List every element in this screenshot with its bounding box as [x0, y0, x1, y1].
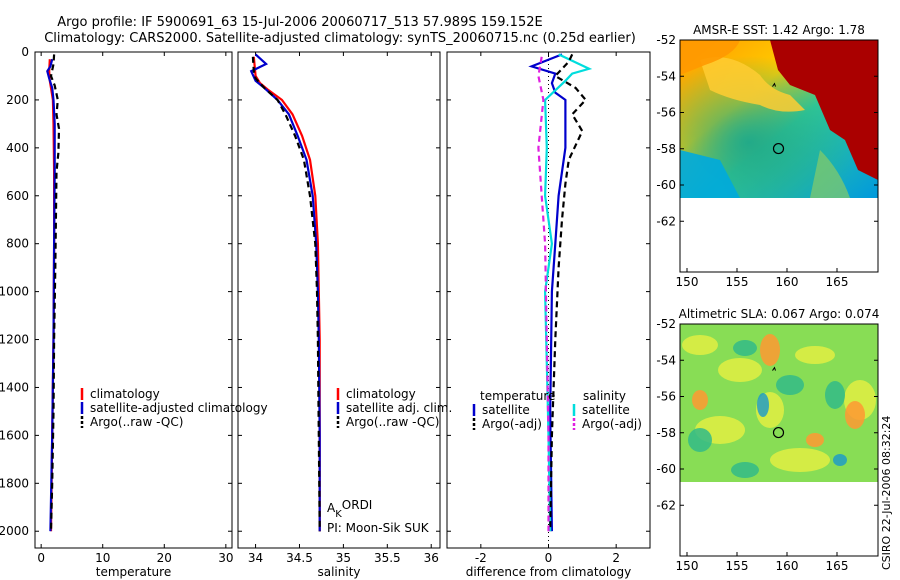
- depth-tick-label: 1200: [0, 333, 29, 347]
- depth-tick-label: 400: [6, 141, 29, 155]
- depth-tick-label: 0: [21, 45, 29, 59]
- diff-xtick-label: -2: [475, 551, 487, 565]
- sal-axes-frame: [237, 51, 441, 549]
- diff-xlabel: difference from climatology: [466, 565, 632, 579]
- pi-annotation: PI: Moon-Sik SUK: [327, 521, 430, 535]
- sst-ytick-label: -62: [656, 214, 676, 228]
- sst-map-title: AMSR-E SST: 1.42 Argo: 1.78: [693, 23, 865, 37]
- depth-tick-label: 1600: [0, 428, 29, 442]
- diff-xtick-label: 0: [545, 551, 553, 565]
- diff-legend-temp-label: satellite: [482, 403, 530, 417]
- sla-xtick-label: 165: [826, 559, 849, 573]
- depth-tick-label: 1000: [0, 285, 29, 299]
- diff-legend-sal-label: Argo(-adj): [582, 417, 642, 431]
- sal-series-satellite-adj-clim-: [249, 53, 321, 532]
- kordi-annotation-a: A: [327, 501, 336, 515]
- sal-legend-label: Argo(..raw -QC): [346, 415, 439, 429]
- depth-tick-label: 1400: [0, 380, 29, 394]
- sst-xtick-label: 165: [826, 275, 849, 289]
- sst-ytick-label: -52: [656, 33, 676, 47]
- sst-ytick-label: -58: [656, 142, 676, 156]
- sla-map-panel: Altimetric SLA: 0.067 Argo: 0.074-52 -54 -…: [656, 307, 879, 573]
- sst-float-position-marker: [772, 142, 785, 155]
- footer-timestamp: CSIRO 22-Jul-2006 08:32:24: [880, 416, 893, 570]
- sal-xtick-label: 34.5: [286, 551, 313, 565]
- sal-xtick-label: 35.5: [374, 551, 401, 565]
- sst-track-tick: [772, 82, 776, 87]
- kordi-annotation: AKORDI: [327, 498, 372, 520]
- diff-legend-sal-title: salinity: [583, 389, 626, 403]
- diff-series-salinity-argo-adj-: [537, 56, 550, 532]
- sal-xtick-label: 34: [248, 551, 263, 565]
- temp-xtick-label: 0: [37, 551, 45, 565]
- temp-xtick-label: 10: [95, 551, 110, 565]
- kordi-annotation-k: K: [335, 509, 342, 520]
- figure-title-line2: Climatology: CARS2000. Satellite-adjuste…: [44, 31, 636, 46]
- sal-series-argo-raw-qc-: [251, 56, 321, 532]
- temp-legend-label: satellite-adjusted climatology: [90, 401, 268, 415]
- diff-legend-temp-title: temperature: [480, 389, 555, 403]
- temperature-profile-panel: 0 10 20 30 0 200 400 600 800 1000 1200 1400 1600 1800…: [0, 45, 268, 579]
- sla-xtick-label: 150: [676, 559, 699, 573]
- diff-series-temperature-argo-adj-: [549, 53, 588, 532]
- sal-legend-label: satellite adj. clim.: [346, 401, 452, 415]
- diff-legend-sal-label: satellite: [582, 403, 630, 417]
- sst-xtick-label: 160: [776, 275, 799, 289]
- diff-xtick-label: 2: [612, 551, 620, 565]
- sst-ytick-label: -56: [656, 106, 676, 120]
- kordi-annotation-rest: ORDI: [342, 498, 373, 512]
- diff-legend-temp-label: Argo(-adj): [482, 417, 542, 431]
- sla-ytick-label: -58: [656, 426, 676, 440]
- sla-heatmap-image: [680, 324, 878, 482]
- diff-series-salinity-satellite: [543, 53, 593, 532]
- temp-xtick-label: 20: [157, 551, 172, 565]
- sla-ytick-label: -52: [656, 317, 676, 331]
- sal-xtick-label: 36: [424, 551, 439, 565]
- sal-series-climatology: [252, 56, 321, 532]
- temp-xtick-label: 30: [218, 551, 233, 565]
- sla-track-tick: [772, 366, 776, 371]
- depth-tick-label: 600: [6, 189, 29, 203]
- sla-map-frame: [679, 323, 879, 557]
- diff-series-temperature-satellite: [528, 53, 567, 532]
- sst-xtick-label: 150: [676, 275, 699, 289]
- salinity-profile-panel: 34 34.5 35 35.5 36 salinity climatologysatelli…: [237, 51, 452, 579]
- sst-heatmap-image: [680, 40, 878, 198]
- sla-ytick-label: -60: [656, 462, 676, 476]
- sla-map-title: Altimetric SLA: 0.067 Argo: 0.074: [679, 307, 880, 321]
- temp-legend-label: climatology: [90, 387, 160, 401]
- sla-float-position-marker: [772, 426, 785, 439]
- sal-xlabel: salinity: [317, 565, 360, 579]
- temp-series-argo-raw-qc-: [49, 54, 61, 532]
- sst-ytick-label: -60: [656, 178, 676, 192]
- sst-map-frame: [679, 39, 879, 273]
- sst-xtick-label: 155: [726, 275, 749, 289]
- sla-xtick-label: 155: [726, 559, 749, 573]
- sal-xtick-label: 35: [336, 551, 351, 565]
- sla-ytick-label: -54: [656, 353, 676, 367]
- sal-legend-label: climatology: [346, 387, 416, 401]
- sla-xtick-label: 160: [776, 559, 799, 573]
- depth-tick-label: 200: [6, 93, 29, 107]
- sla-ytick-label: -56: [656, 390, 676, 404]
- temp-legend-label: Argo(..raw -QC): [90, 415, 183, 429]
- temp-axes-frame: [34, 51, 233, 549]
- figure-title-line1: Argo profile: IF 5900691_63 15-Jul-2006 …: [57, 15, 542, 30]
- depth-tick-label: 2000: [0, 524, 29, 538]
- sla-ytick-label: -62: [656, 498, 676, 512]
- depth-tick-label: 1800: [0, 476, 29, 490]
- temp-xlabel: temperature: [96, 565, 171, 579]
- depth-tick-label: 800: [6, 237, 29, 251]
- sst-ytick-label: -54: [656, 69, 676, 83]
- sst-map-panel: AMSR-E SST: 1.42 Argo: 1.78 -52 -54 -56 -58 -…: [656, 23, 879, 289]
